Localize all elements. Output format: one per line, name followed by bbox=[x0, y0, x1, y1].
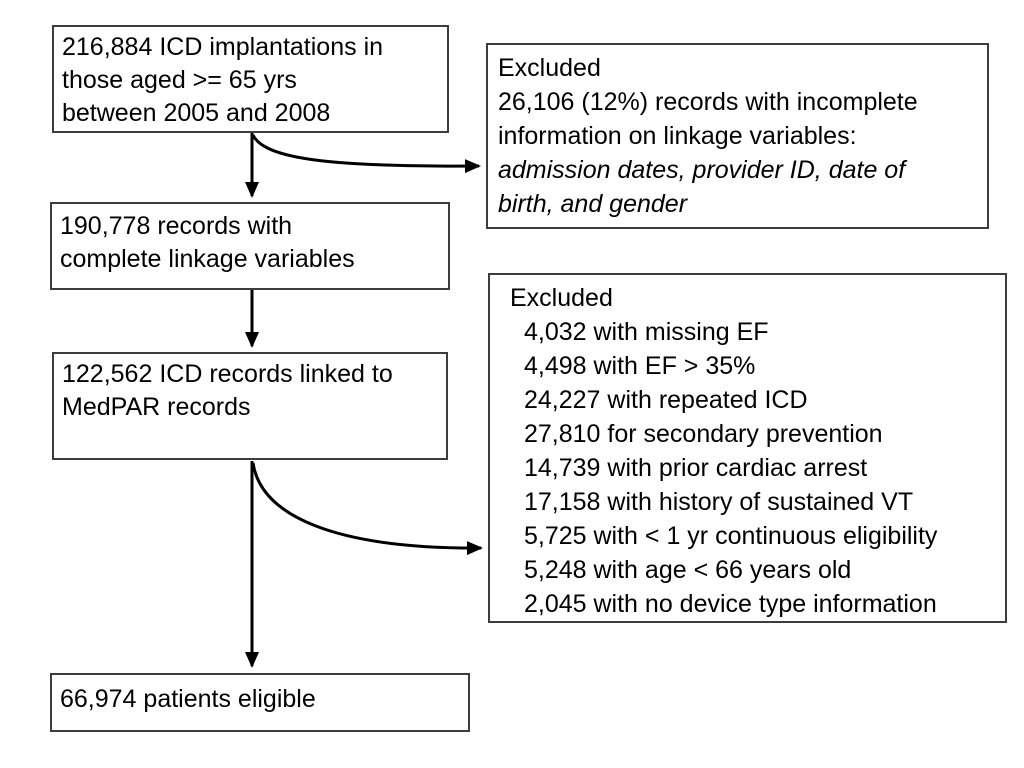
node-text-line: 190,778 records with bbox=[60, 212, 293, 240]
excluded-item: 14,739 with prior cardiac arrest bbox=[524, 454, 868, 482]
node-text-line: 122,562 ICD records linked to bbox=[62, 360, 393, 388]
excluded-item: 4,498 with EF > 35% bbox=[524, 352, 756, 380]
node-medpar-linked: 122,562 ICD records linked to MedPAR rec… bbox=[52, 352, 448, 460]
node-text-line: complete linkage variables bbox=[60, 245, 355, 273]
excluded-item: 27,810 for secondary prevention bbox=[524, 420, 883, 448]
excluded-title: Excluded bbox=[498, 54, 601, 82]
node-excluded-criteria: Excluded 4,032 with missing EF 4,498 wit… bbox=[488, 273, 1007, 623]
excluded-item: 2,045 with no device type information bbox=[524, 590, 937, 618]
node-patients-eligible: 66,974 patients eligible bbox=[50, 673, 470, 732]
node-text-line: 66,974 patients eligible bbox=[60, 685, 316, 713]
excluded-item: 5,725 with < 1 yr continuous eligibility bbox=[524, 522, 938, 550]
node-text-line-italic: birth, and gender bbox=[498, 190, 688, 218]
node-initial-cohort: 216,884 ICD implantations in those aged … bbox=[52, 25, 449, 133]
excluded-item: 5,248 with age < 66 years old bbox=[524, 556, 852, 584]
excluded-title: Excluded bbox=[510, 284, 613, 312]
arrow-initial-to-excluded1 bbox=[251, 134, 481, 174]
node-text-line: 216,884 ICD implantations in bbox=[62, 33, 384, 61]
node-text-line-italic: admission dates, provider ID, date of bbox=[498, 156, 906, 184]
excluded-item: 24,227 with repeated ICD bbox=[524, 386, 808, 414]
node-complete-linkage: 190,778 records with complete linkage va… bbox=[50, 202, 450, 290]
node-text-line: between 2005 and 2008 bbox=[62, 99, 331, 127]
node-text-line: information on linkage variables: bbox=[498, 122, 857, 150]
node-text-line: those aged >= 65 yrs bbox=[62, 66, 297, 94]
node-text-line: 26,106 (12%) records with incomplete bbox=[498, 88, 918, 116]
excluded-item: 4,032 with missing EF bbox=[524, 318, 769, 346]
node-text-line: MedPAR records bbox=[62, 393, 251, 421]
node-excluded-linkage: Excluded 26,106 (12%) records with incom… bbox=[486, 43, 989, 229]
arrow-medpar-to-excluded2 bbox=[251, 462, 483, 556]
excluded-item: 17,158 with history of sustained VT bbox=[524, 488, 914, 516]
